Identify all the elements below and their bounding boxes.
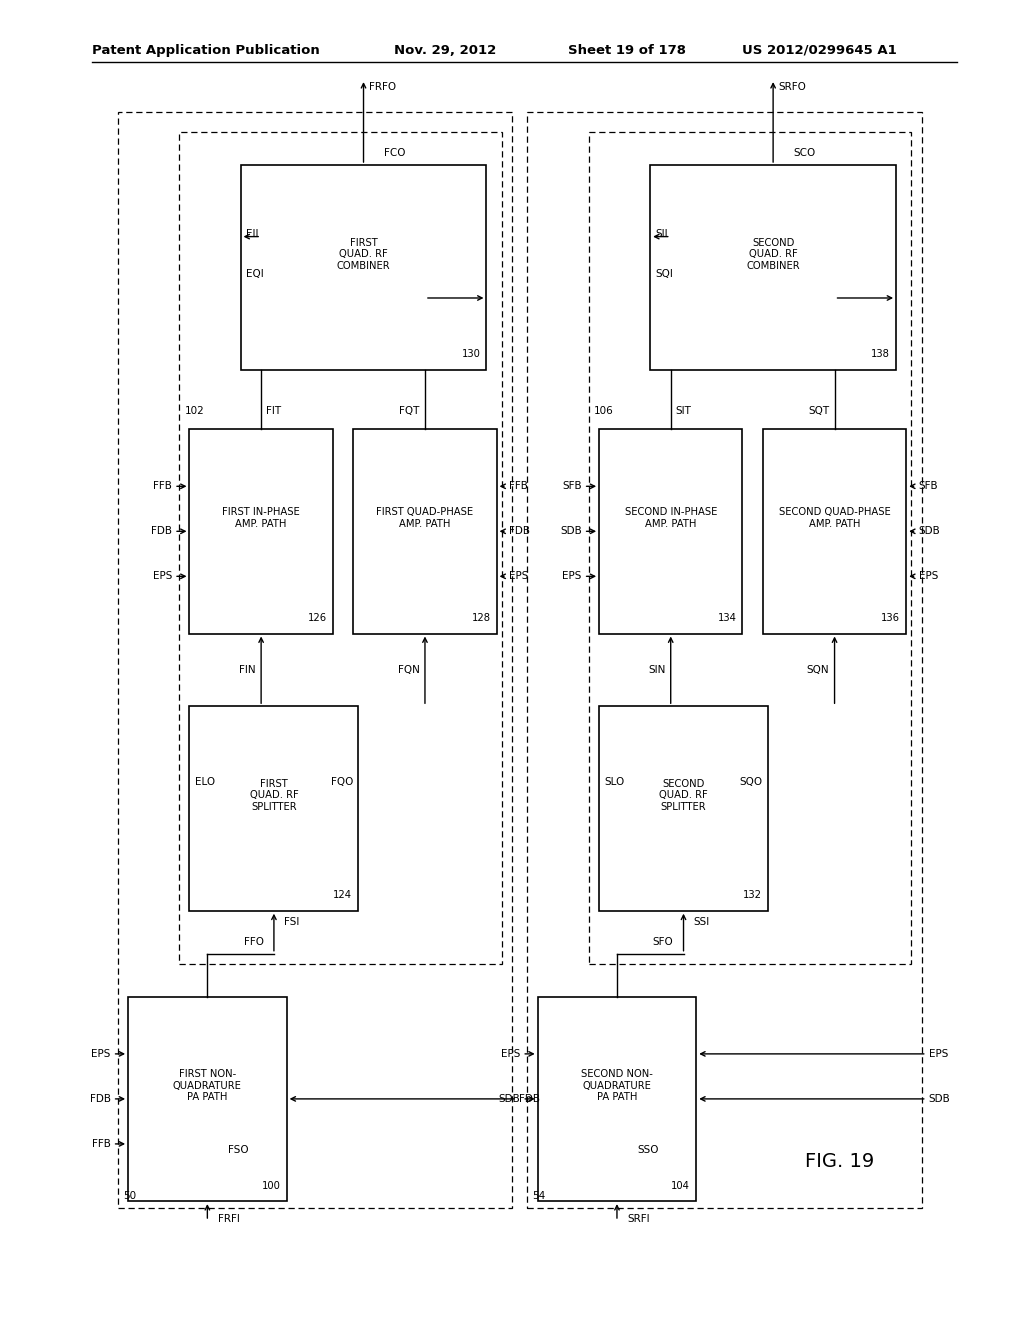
Text: SECOND
QUAD. RF
SPLITTER: SECOND QUAD. RF SPLITTER — [659, 779, 708, 812]
Text: SLO: SLO — [604, 777, 625, 787]
Text: 126: 126 — [307, 612, 327, 623]
Text: 100: 100 — [262, 1180, 281, 1191]
Text: FRFI: FRFI — [218, 1214, 240, 1225]
Text: FQT: FQT — [399, 405, 420, 416]
Text: FIRST
QUAD. RF
SPLITTER: FIRST QUAD. RF SPLITTER — [250, 779, 298, 812]
Text: 102: 102 — [184, 405, 204, 416]
Text: SQI: SQI — [655, 269, 673, 279]
Text: SDB: SDB — [929, 1094, 950, 1104]
Text: 138: 138 — [871, 348, 890, 359]
Text: US 2012/0299645 A1: US 2012/0299645 A1 — [742, 44, 897, 57]
Text: FFB: FFB — [92, 1139, 111, 1148]
Text: SFO: SFO — [652, 937, 674, 948]
Text: SECOND
QUAD. RF
COMBINER: SECOND QUAD. RF COMBINER — [746, 238, 800, 271]
Bar — [128, 997, 287, 1201]
Text: SECOND IN-PHASE
AMP. PATH: SECOND IN-PHASE AMP. PATH — [625, 507, 717, 529]
Text: FIRST IN-PHASE
AMP. PATH: FIRST IN-PHASE AMP. PATH — [222, 507, 300, 529]
Text: SQO: SQO — [739, 777, 763, 787]
Text: FFB: FFB — [509, 482, 527, 491]
Text: SFB: SFB — [919, 482, 938, 491]
Text: SECOND NON-
QUADRATURE
PA PATH: SECOND NON- QUADRATURE PA PATH — [581, 1069, 653, 1102]
Text: FIN: FIN — [240, 665, 256, 675]
Text: Nov. 29, 2012: Nov. 29, 2012 — [394, 44, 497, 57]
Text: FIG. 19: FIG. 19 — [805, 1152, 874, 1171]
Bar — [527, 112, 922, 1208]
Text: 104: 104 — [672, 1180, 690, 1191]
Text: FDB: FDB — [509, 527, 530, 536]
Bar — [241, 165, 486, 370]
Text: 132: 132 — [742, 890, 762, 900]
Text: FIRST QUAD-PHASE
AMP. PATH: FIRST QUAD-PHASE AMP. PATH — [377, 507, 473, 529]
Text: EPS: EPS — [509, 572, 528, 581]
Text: SIN: SIN — [648, 665, 666, 675]
Text: Patent Application Publication: Patent Application Publication — [92, 44, 319, 57]
Text: SDB: SDB — [560, 527, 582, 536]
Bar — [599, 429, 742, 634]
Text: SSI: SSI — [694, 917, 710, 928]
Text: SIT: SIT — [676, 405, 692, 416]
Text: 124: 124 — [333, 890, 352, 900]
Text: SSO: SSO — [637, 1144, 658, 1155]
Text: FQO: FQO — [331, 777, 353, 787]
Text: SDB: SDB — [919, 527, 940, 536]
Bar — [599, 706, 768, 911]
Text: EPS: EPS — [929, 1049, 948, 1059]
Text: EII: EII — [246, 230, 258, 239]
Text: Sheet 19 of 178: Sheet 19 of 178 — [568, 44, 686, 57]
Text: SECOND QUAD-PHASE
AMP. PATH: SECOND QUAD-PHASE AMP. PATH — [778, 507, 891, 529]
Text: FFO: FFO — [244, 937, 264, 948]
Text: EPS: EPS — [153, 572, 172, 581]
Text: 130: 130 — [462, 348, 480, 359]
Text: EPS: EPS — [562, 572, 582, 581]
Text: SFB: SFB — [562, 482, 582, 491]
Text: FDB: FDB — [89, 1094, 111, 1104]
Text: FIT: FIT — [266, 405, 282, 416]
Text: FSO: FSO — [227, 1144, 249, 1155]
Bar — [189, 706, 358, 911]
Bar — [589, 132, 911, 964]
Text: FSI: FSI — [285, 917, 300, 928]
Bar — [353, 429, 497, 634]
Text: SII: SII — [655, 230, 668, 239]
Text: EPS: EPS — [91, 1049, 111, 1059]
Text: 106: 106 — [594, 405, 613, 416]
Text: SRFO: SRFO — [778, 82, 806, 92]
Text: ELO: ELO — [195, 777, 215, 787]
Text: FCO: FCO — [384, 148, 406, 158]
Text: FQN: FQN — [398, 665, 420, 675]
Text: EQI: EQI — [246, 269, 263, 279]
Text: 134: 134 — [718, 612, 736, 623]
Text: FDB: FDB — [519, 1094, 541, 1104]
Text: EPS: EPS — [501, 1049, 520, 1059]
Bar — [118, 112, 512, 1208]
Text: 54: 54 — [532, 1191, 546, 1201]
Bar — [179, 132, 502, 964]
Text: SCO: SCO — [794, 148, 816, 158]
Text: SDB: SDB — [499, 1094, 520, 1104]
Bar — [650, 165, 896, 370]
Text: EPS: EPS — [919, 572, 938, 581]
Text: FDB: FDB — [151, 527, 172, 536]
Bar — [763, 429, 906, 634]
Text: FIRST
QUAD. RF
COMBINER: FIRST QUAD. RF COMBINER — [337, 238, 390, 271]
Text: SQT: SQT — [808, 405, 829, 416]
Text: SRFI: SRFI — [627, 1214, 650, 1225]
Text: FRFO: FRFO — [369, 82, 395, 92]
Text: 50: 50 — [123, 1191, 136, 1201]
Bar — [189, 429, 333, 634]
Text: 136: 136 — [881, 612, 900, 623]
Text: 128: 128 — [471, 612, 490, 623]
Bar — [538, 997, 696, 1201]
Text: FFB: FFB — [154, 482, 172, 491]
Text: SQN: SQN — [807, 665, 829, 675]
Text: FIRST NON-
QUADRATURE
PA PATH: FIRST NON- QUADRATURE PA PATH — [173, 1069, 242, 1102]
